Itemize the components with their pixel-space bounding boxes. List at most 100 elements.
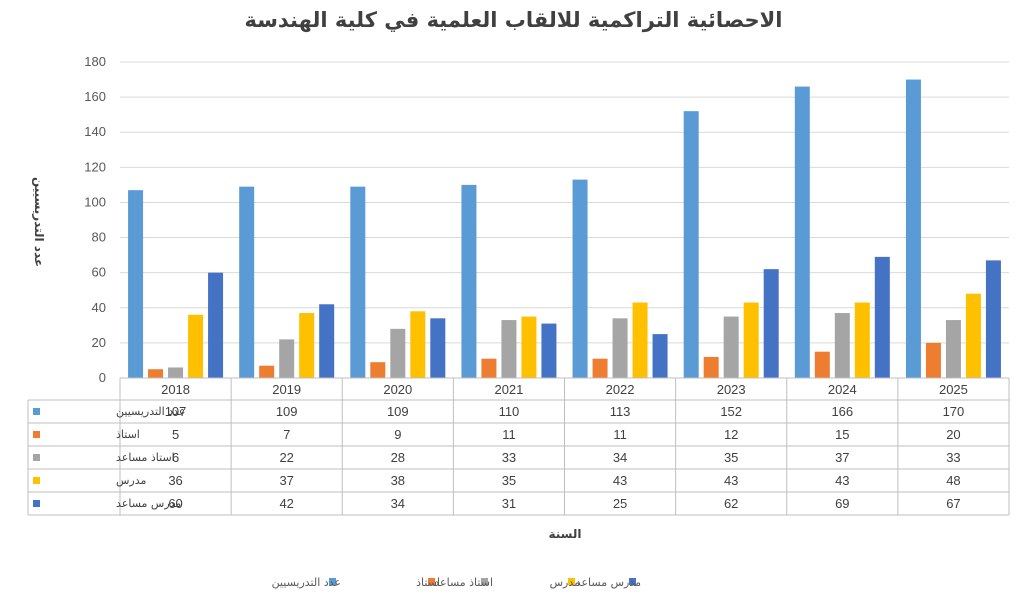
x-category-label: 2025 bbox=[939, 382, 968, 397]
table-cell: 37 bbox=[279, 473, 293, 488]
bar bbox=[763, 269, 779, 378]
table-cell: 110 bbox=[499, 404, 520, 419]
table-cell: 11 bbox=[502, 427, 516, 442]
grid-lines bbox=[120, 61, 1009, 379]
y-tick-label: 120 bbox=[84, 159, 106, 174]
x-category-label: 2022 bbox=[606, 382, 635, 397]
y-axis-ticks: 0 20 40 60 80 100 120 140 160 180 bbox=[84, 54, 106, 385]
table-cell: 28 bbox=[391, 450, 405, 465]
bar bbox=[279, 339, 295, 378]
table-cell: 43 bbox=[613, 473, 627, 488]
bar bbox=[572, 179, 588, 378]
bar bbox=[703, 356, 719, 378]
table-cell: 62 bbox=[724, 496, 738, 511]
table-row-label: استاذ مساعد bbox=[116, 451, 175, 464]
bar bbox=[541, 323, 557, 378]
bar bbox=[592, 358, 608, 378]
table-cell: 170 bbox=[943, 404, 965, 419]
bar bbox=[168, 367, 184, 378]
y-tick-label: 80 bbox=[92, 230, 106, 245]
table-cell: 11 bbox=[613, 427, 627, 442]
y-tick-label: 60 bbox=[92, 265, 106, 280]
bar bbox=[683, 111, 699, 379]
table-cell: 113 bbox=[610, 404, 631, 419]
table-cell: 33 bbox=[946, 450, 960, 465]
bar bbox=[723, 316, 739, 378]
bar bbox=[985, 260, 1001, 378]
bar bbox=[188, 314, 204, 378]
x-category-label: 2018 bbox=[161, 382, 190, 397]
table-legend-key bbox=[33, 431, 40, 438]
table-cell: 43 bbox=[724, 473, 738, 488]
bar bbox=[148, 369, 164, 378]
bars bbox=[128, 79, 1001, 379]
legend-label: استاذ مساعد bbox=[434, 576, 493, 589]
bar bbox=[350, 186, 366, 378]
table-legend-key bbox=[33, 408, 40, 415]
x-category-label: 2020 bbox=[383, 382, 412, 397]
x-category-label: 2023 bbox=[717, 382, 746, 397]
table-cell: 6 bbox=[172, 450, 179, 465]
table-cell: 31 bbox=[502, 496, 516, 511]
table-cell: 25 bbox=[613, 496, 627, 511]
legend-label: مدرس مساعد bbox=[576, 576, 641, 589]
legend-key bbox=[568, 578, 575, 585]
x-category-label: 2021 bbox=[494, 382, 523, 397]
y-tick-label: 100 bbox=[84, 194, 106, 209]
y-axis-label: عدد التدريسيين bbox=[32, 177, 46, 267]
legend-key bbox=[428, 578, 435, 585]
bar bbox=[239, 186, 255, 378]
legend-key bbox=[329, 578, 336, 585]
table-legend-key bbox=[33, 477, 40, 484]
bar bbox=[501, 320, 517, 378]
table-cell: 166 bbox=[831, 404, 853, 419]
bar bbox=[299, 313, 315, 378]
y-tick-label: 40 bbox=[92, 300, 106, 315]
table-cell: 20 bbox=[946, 427, 960, 442]
table-cell: 35 bbox=[502, 473, 516, 488]
table-cell: 48 bbox=[946, 473, 960, 488]
legend-label: عدد التدريسيين bbox=[272, 576, 341, 589]
table-cell: 109 bbox=[387, 404, 409, 419]
bar bbox=[612, 318, 628, 378]
table-cell: 36 bbox=[168, 473, 182, 488]
chart-title: الاحصائية التراكمية للالقاب العلمية في ك… bbox=[244, 8, 783, 32]
bar bbox=[390, 328, 406, 378]
legend-label: مدرس bbox=[550, 576, 581, 589]
bar bbox=[874, 256, 890, 378]
bar bbox=[319, 304, 335, 378]
legend-key bbox=[629, 578, 636, 585]
table-cell: 33 bbox=[502, 450, 516, 465]
table-cell: 15 bbox=[835, 427, 849, 442]
table-row-label: مدرس bbox=[116, 474, 147, 487]
bar bbox=[945, 320, 961, 378]
bar bbox=[814, 351, 830, 378]
y-tick-label: 20 bbox=[92, 335, 106, 350]
table-cell: 43 bbox=[835, 473, 849, 488]
bar bbox=[925, 342, 941, 378]
table-cell: 12 bbox=[724, 427, 738, 442]
bar bbox=[794, 86, 810, 379]
x-category-label: 2019 bbox=[272, 382, 301, 397]
table-cell: 5 bbox=[172, 427, 179, 442]
table-row-label: مدرس مساعد bbox=[116, 497, 181, 510]
table-cell: 7 bbox=[283, 427, 290, 442]
legend-label: استاذ bbox=[416, 576, 440, 589]
table-cell: 9 bbox=[394, 427, 401, 442]
bar bbox=[128, 190, 144, 378]
table-cell: 67 bbox=[946, 496, 960, 511]
bar bbox=[521, 316, 537, 378]
table-cell: 107 bbox=[165, 404, 187, 419]
table-cell: 109 bbox=[276, 404, 298, 419]
bar bbox=[965, 293, 981, 378]
bar bbox=[370, 362, 386, 378]
table-cell: 35 bbox=[724, 450, 738, 465]
table-cell: 69 bbox=[835, 496, 849, 511]
table-cell: 152 bbox=[720, 404, 742, 419]
x-category-label: 2024 bbox=[828, 382, 857, 397]
x-axis-label: السنة bbox=[548, 527, 581, 541]
bar bbox=[854, 302, 870, 378]
